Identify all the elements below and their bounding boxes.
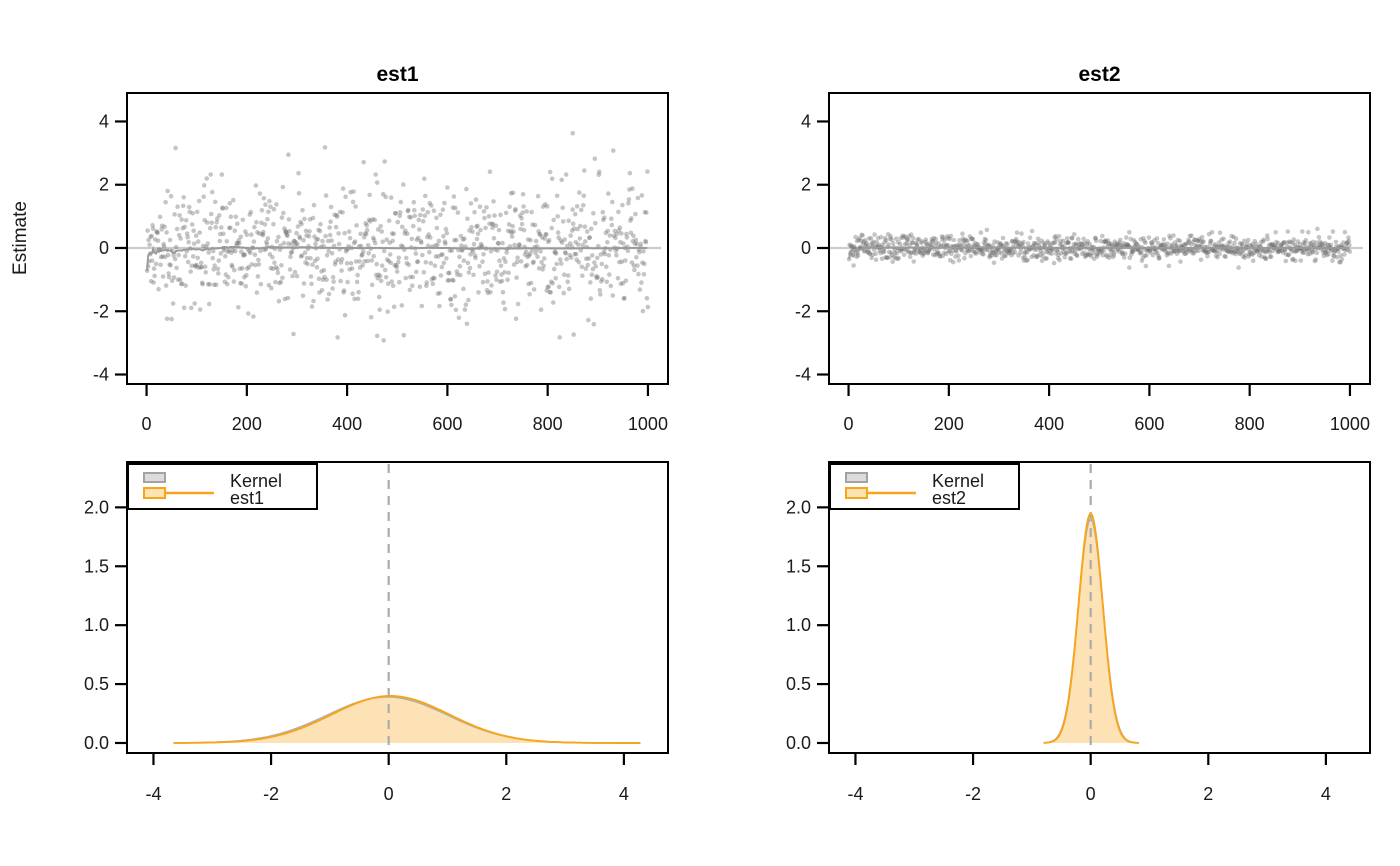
legend-kernel-swatch [845, 472, 868, 483]
panel-border [126, 461, 669, 754]
panel-title-est2: est2 [1078, 63, 1121, 86]
estimate-density-curve [1043, 512, 1139, 744]
x-axis-tick-label: 2 [501, 784, 511, 804]
x-axis-tick-label: -2 [965, 784, 981, 804]
y-axis-tick-label: 1.5 [786, 556, 811, 576]
y-axis-tick-label: 1.5 [84, 556, 109, 576]
x-axis-tick-label: 4 [1321, 784, 1331, 804]
legend-label-kernel: Kernel [230, 471, 282, 491]
x-axis-tick-label: 0 [384, 784, 394, 804]
y-axis-tick-label: -2 [93, 301, 109, 321]
panel-border [828, 461, 1371, 754]
running-mean-line [848, 246, 1350, 260]
panel-trace-est2: 0 200 400 600 800 1000 4 2 0 -2 -4 [795, 92, 1371, 434]
legend-box [127, 463, 318, 510]
y-axis-tick-label: 2.0 [84, 497, 109, 517]
x-axis-tick-label: 400 [1034, 414, 1064, 434]
y-axis-tick-label: 0 [801, 238, 811, 258]
x-axis-tick-label: 0 [1086, 784, 1096, 804]
scatter-points [144, 130, 651, 343]
y-axis-tick-label: 2.0 [786, 497, 811, 517]
legend-estimate-swatch [845, 487, 868, 499]
x-axis-tick-label: 200 [232, 414, 262, 434]
y-axis-tick-label: 4 [99, 111, 109, 131]
x-axis-tick-label: 2 [1203, 784, 1213, 804]
y-axis-tick-label: -4 [93, 365, 109, 385]
x-axis-tick-label: -4 [145, 784, 161, 804]
panel-border [126, 92, 669, 385]
panel-trace-est1: 0 200 400 600 800 1000 4 2 0 -2 -4 [93, 92, 669, 434]
legend-label-kernel: Kernel [932, 471, 984, 491]
x-axis-tick-label: -2 [263, 784, 279, 804]
running-mean-line [146, 245, 648, 271]
panel-title-est1: est1 [376, 63, 419, 86]
legend-box [829, 463, 1020, 510]
y-axis-label: Estimate [10, 201, 31, 275]
y-axis-tick-label: -4 [795, 365, 811, 385]
y-axis-tick-label: 0.5 [786, 674, 811, 694]
x-axis-tick-label: 1000 [628, 414, 668, 434]
y-axis-tick-label: 0 [99, 238, 109, 258]
y-axis-tick-label: 2 [99, 175, 109, 195]
y-axis-tick-label: 4 [801, 111, 811, 131]
x-axis-tick-label: 800 [533, 414, 563, 434]
x-axis-tick-label: 1000 [1330, 414, 1370, 434]
x-axis-tick-label: 0 [142, 414, 152, 434]
scatter-points [846, 226, 1353, 270]
estimate-density-curve [173, 695, 641, 744]
y-axis-tick-label: 0.0 [84, 733, 109, 753]
x-axis-tick-label: 0 [844, 414, 854, 434]
panel-border [828, 92, 1371, 385]
y-axis-tick-label: 2 [801, 175, 811, 195]
legend-label-estimate: est2 [932, 488, 966, 508]
y-axis-tick-label: 1.0 [786, 615, 811, 635]
x-axis-tick-label: 400 [332, 414, 362, 434]
x-axis-tick-label: 600 [432, 414, 462, 434]
y-axis-tick-label: 0.0 [786, 733, 811, 753]
x-axis-tick-label: 200 [934, 414, 964, 434]
y-axis-tick-label: 0.5 [84, 674, 109, 694]
x-axis-tick-label: 4 [619, 784, 629, 804]
y-axis-tick-label: -2 [795, 301, 811, 321]
density-fill [173, 696, 641, 743]
legend-estimate-swatch [143, 487, 166, 499]
legend-label-estimate: est1 [230, 488, 264, 508]
y-axis-tick-label: 1.0 [84, 615, 109, 635]
x-axis-tick-label: 800 [1235, 414, 1265, 434]
legend-kernel-swatch [143, 472, 166, 483]
x-axis-tick-label: -4 [847, 784, 863, 804]
x-axis-tick-label: 600 [1134, 414, 1164, 434]
